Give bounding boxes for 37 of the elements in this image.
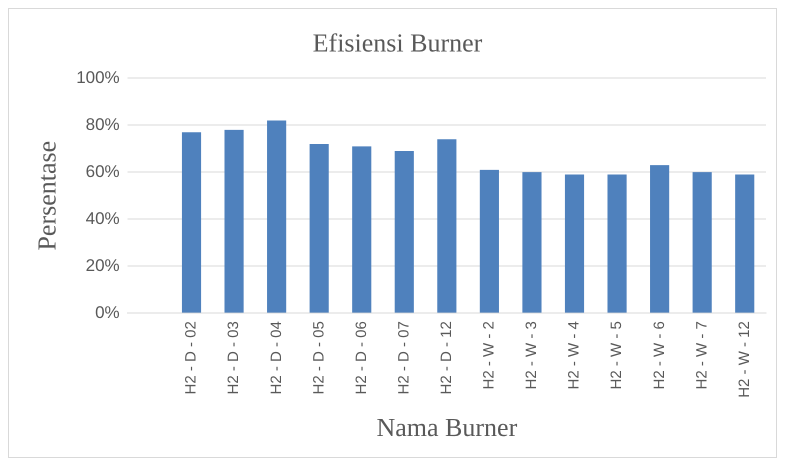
bar [352, 146, 372, 313]
bar [607, 174, 627, 313]
y-tick-label: 100% [76, 68, 120, 87]
bar [267, 120, 286, 313]
bar [394, 151, 414, 313]
bar [522, 172, 542, 313]
x-tick-label: H2 - D - 07 [395, 321, 412, 394]
x-tick-label: H2 - D - 05 [310, 321, 328, 394]
y-tick-label: 0% [95, 302, 120, 322]
bar [437, 139, 456, 313]
x-tick-label: H2 - W - 6 [650, 321, 668, 390]
x-tick-label: H2 - W - 5 [608, 321, 626, 390]
bar [735, 174, 754, 313]
x-tick-label: H2 - W - 7 [693, 321, 710, 390]
bar [564, 174, 584, 313]
x-tick-label: H2 - D - 02 [182, 321, 200, 394]
y-tick-label: 60% [86, 162, 120, 181]
x-tick-label: H2 - W - 4 [566, 321, 583, 390]
x-tick-label: H2 - D - 03 [225, 321, 242, 394]
x-tick-label: H2 - D - 04 [268, 321, 285, 394]
x-tick-label: H2 - W - 3 [523, 321, 540, 390]
bar [310, 144, 329, 313]
bar [182, 132, 202, 313]
y-axis-title: Persentase [32, 140, 62, 251]
bar [224, 130, 244, 313]
y-tick-label: 20% [86, 256, 120, 275]
x-tick-label: H2 - D - 12 [438, 321, 455, 394]
bar [692, 172, 712, 313]
bar [480, 170, 499, 313]
bar [650, 165, 670, 313]
x-tick-label: H2 - W - 12 [736, 321, 753, 398]
x-axis-title: Nama Burner [376, 413, 518, 442]
chart-title: Efisiensi Burner [312, 28, 483, 58]
x-tick-label: H2 - D - 06 [352, 321, 370, 394]
x-tick-label: H2 - W - 2 [480, 321, 498, 390]
y-tick-label: 80% [86, 114, 120, 134]
y-tick-label: 40% [86, 208, 120, 228]
